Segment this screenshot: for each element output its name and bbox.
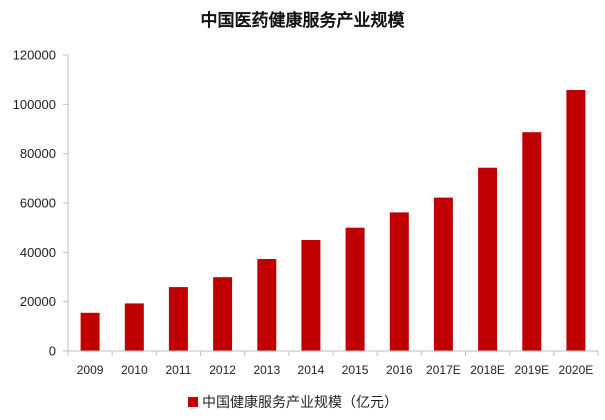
legend: 中国健康服务产业规模（亿元） bbox=[188, 394, 398, 411]
bar-2015 bbox=[345, 227, 365, 351]
x-tick-label: 2010 bbox=[121, 363, 148, 377]
bar-2018E bbox=[478, 167, 498, 351]
x-tick-label: 2009 bbox=[77, 363, 104, 377]
x-tick-label: 2011 bbox=[165, 363, 191, 377]
bar-2010 bbox=[124, 303, 144, 351]
x-tick-label: 2019E bbox=[514, 363, 549, 377]
bar-2016 bbox=[389, 212, 409, 351]
x-tick-label: 2013 bbox=[253, 363, 280, 377]
legend-swatch bbox=[188, 397, 198, 407]
bars bbox=[80, 90, 586, 351]
bar-2011 bbox=[168, 287, 188, 351]
bar-2009 bbox=[80, 312, 100, 351]
x-tick-label: 2017E bbox=[426, 363, 461, 377]
x-tick-label: 2012 bbox=[209, 363, 236, 377]
y-tick-label: 100000 bbox=[13, 97, 56, 112]
y-tick-label: 60000 bbox=[20, 196, 56, 211]
bar-2014 bbox=[301, 240, 321, 351]
y-axis-ticks: 0 20000 40000 60000 80000 100000 120000 bbox=[13, 48, 68, 359]
legend-label: 中国健康服务产业规模（亿元） bbox=[202, 394, 398, 411]
axes bbox=[67, 55, 599, 356]
x-tick-label: 2018E bbox=[470, 363, 505, 377]
bar-2017E bbox=[433, 197, 453, 351]
bar-2013 bbox=[257, 259, 277, 351]
bar-2012 bbox=[213, 277, 233, 351]
y-tick-label: 0 bbox=[49, 344, 56, 359]
y-tick-label: 20000 bbox=[20, 294, 56, 309]
bar-2020E bbox=[566, 90, 586, 351]
x-tick-label: 2020E bbox=[559, 363, 594, 377]
y-tick-label: 40000 bbox=[20, 245, 56, 260]
x-tick-label: 2016 bbox=[386, 363, 413, 377]
x-axis-ticks: 2009 2010 2011 2012 2013 2014 2015 2016 2017E 201… bbox=[77, 363, 594, 377]
y-tick-label: 120000 bbox=[13, 48, 56, 63]
x-tick-label: 2014 bbox=[298, 363, 325, 377]
chart-title: 中国医药健康服务产业规模 bbox=[200, 11, 405, 31]
bar-2019E bbox=[522, 132, 542, 351]
x-tick-label: 2015 bbox=[342, 363, 369, 377]
y-tick-label: 80000 bbox=[20, 146, 56, 161]
